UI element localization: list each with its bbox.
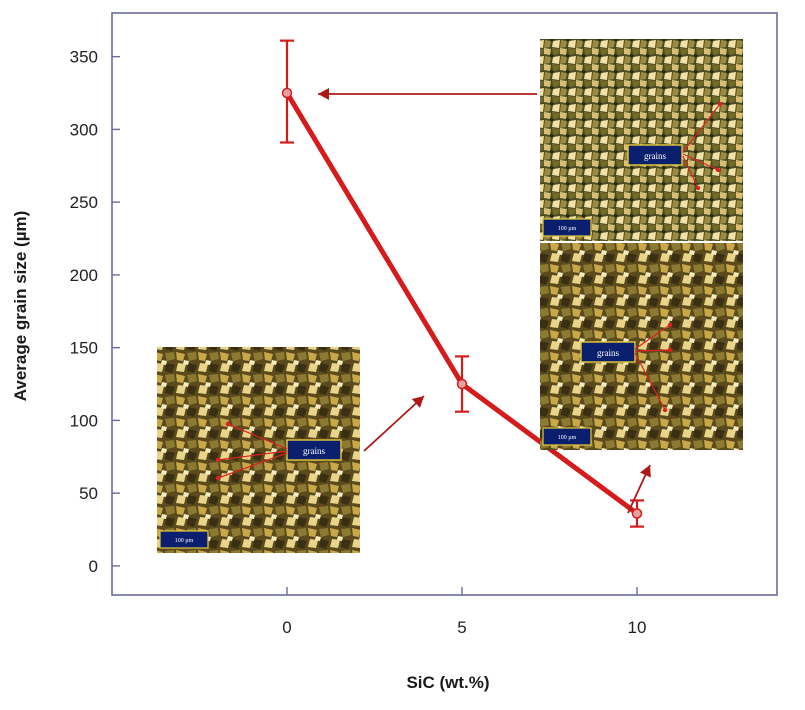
data-point bbox=[281, 87, 293, 99]
grain-pointer bbox=[682, 103, 721, 153]
link-arrow-head bbox=[318, 88, 329, 100]
grain-pointer-head bbox=[667, 322, 673, 328]
grain-pointer-head bbox=[215, 457, 221, 463]
grains-label-box bbox=[580, 341, 636, 363]
grain-pointer bbox=[217, 452, 288, 479]
y-axis-label: Average grain size (µm) bbox=[11, 211, 30, 402]
link-arrow bbox=[363, 395, 425, 452]
grain-pointer-head bbox=[715, 167, 721, 173]
x-axis-label: SiC (wt.%) bbox=[406, 673, 489, 692]
grains-label: grains bbox=[644, 151, 666, 161]
y-tick-label: 200 bbox=[70, 266, 98, 285]
data-point bbox=[456, 378, 468, 390]
y-tick-label: 100 bbox=[70, 411, 98, 430]
grains-label: grains bbox=[597, 348, 619, 358]
x-tick-label: 10 bbox=[628, 618, 647, 637]
grain-pointer-head bbox=[695, 185, 701, 191]
grain-pointer-head bbox=[667, 347, 673, 353]
x-tick-label: 0 bbox=[282, 618, 291, 637]
grains-label-box bbox=[627, 144, 683, 166]
scale-bar bbox=[542, 427, 592, 446]
grain-pointer-head bbox=[662, 407, 668, 413]
plot-frame bbox=[111, 12, 778, 596]
micrograph-5-wt: 100 µm grains bbox=[318, 39, 743, 241]
data-point bbox=[631, 508, 643, 519]
y-tick-label: 300 bbox=[70, 120, 98, 139]
grain-pointer-head bbox=[717, 101, 723, 107]
scale-bar-label: 100 µm bbox=[558, 226, 577, 232]
link-arrow-head bbox=[411, 396, 424, 408]
grain-pointer bbox=[217, 450, 288, 461]
x-tick-label: 5 bbox=[457, 618, 466, 637]
y-tick-label: 250 bbox=[70, 193, 98, 212]
y-tick-label: 350 bbox=[70, 48, 98, 67]
grain-pointer bbox=[634, 349, 671, 352]
micrograph-0-wt: 100 µm grains bbox=[157, 347, 425, 553]
grains-label: grains bbox=[303, 446, 325, 456]
link-arrow-head bbox=[639, 465, 651, 478]
scale-bar-label: 100 µm bbox=[558, 435, 577, 441]
grain-pointer bbox=[227, 423, 288, 450]
y-tick-label: 0 bbox=[89, 557, 98, 576]
grain-pointer bbox=[634, 324, 671, 350]
micrograph-10-wt: 100 µm grains bbox=[540, 243, 743, 514]
grain-pointer-head bbox=[215, 475, 221, 481]
grain-pointer bbox=[634, 352, 666, 411]
scale-bar-label: 100 µm bbox=[175, 538, 194, 544]
grain-pointer-head bbox=[225, 421, 231, 427]
grains-label-box bbox=[286, 439, 342, 461]
micrograph-image bbox=[540, 39, 743, 241]
y-tick-label: 150 bbox=[70, 339, 98, 358]
scale-bar bbox=[159, 530, 209, 549]
grain-pointer bbox=[682, 153, 719, 171]
scale-bar bbox=[542, 218, 592, 237]
grain-pointer bbox=[682, 155, 699, 189]
micrograph-image bbox=[540, 243, 743, 450]
y-tick-label: 50 bbox=[79, 484, 98, 503]
